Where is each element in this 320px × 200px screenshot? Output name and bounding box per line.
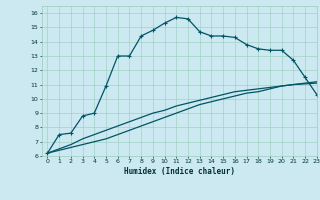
- X-axis label: Humidex (Indice chaleur): Humidex (Indice chaleur): [124, 167, 235, 176]
